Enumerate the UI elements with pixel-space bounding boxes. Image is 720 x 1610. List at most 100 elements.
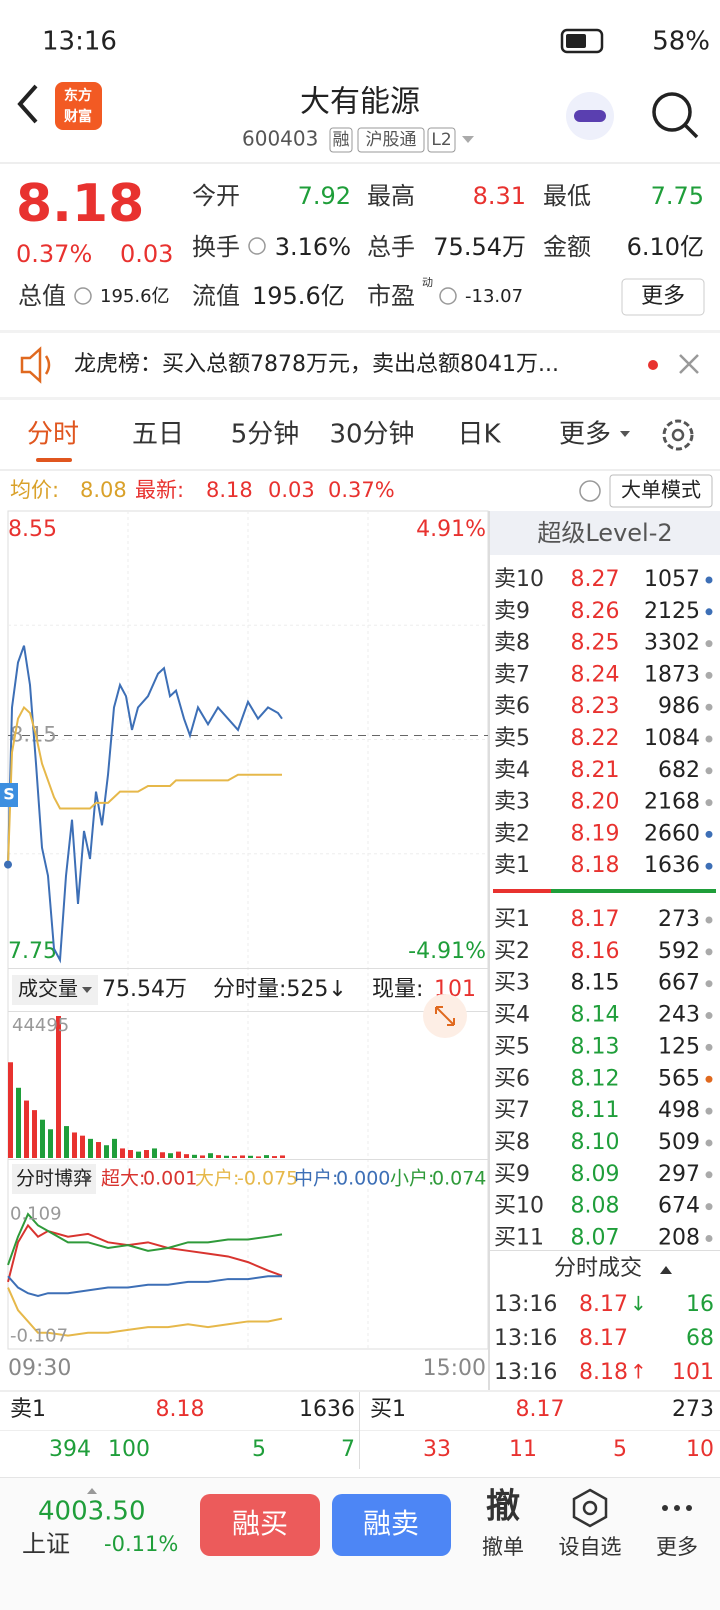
bq-volume: 273 — [672, 1397, 714, 1422]
stat-label: 总值 — [18, 282, 66, 310]
index-value[interactable]: 4003.50 — [38, 1497, 146, 1527]
book-price: 8.21 — [571, 758, 620, 783]
book-label: 卖6 — [494, 694, 530, 719]
volume-bar — [280, 1155, 285, 1158]
book-volume: 273 — [658, 907, 700, 932]
divider — [8, 968, 488, 969]
tab-arrow — [620, 431, 630, 437]
close-icon[interactable] — [679, 354, 699, 374]
book-dot — [705, 948, 713, 956]
legend-value: 0.074 — [432, 1168, 486, 1190]
book-split-green — [551, 889, 716, 893]
book-price: 8.08 — [571, 1194, 620, 1219]
info-icon — [74, 287, 92, 305]
stat-value: 6.10亿 — [627, 233, 704, 261]
trade-volume: 16 — [686, 1292, 714, 1317]
mode-button[interactable] — [609, 474, 713, 508]
tab[interactable]: 分时 — [27, 420, 79, 450]
volume-bar — [176, 1151, 181, 1158]
volume-bar — [216, 1155, 221, 1158]
stat-sup: 动 — [422, 276, 433, 289]
y-tick-label: 44495 — [12, 1015, 69, 1036]
book-price: 8.18 — [571, 853, 620, 878]
bq-detail: 11 — [509, 1437, 537, 1462]
book-dot — [705, 1107, 713, 1115]
info-icon — [248, 237, 266, 255]
volume-bar — [96, 1142, 101, 1158]
series-line — [7, 1275, 282, 1298]
notice-dot — [648, 360, 658, 370]
pct-label: -4.91% — [408, 939, 486, 964]
tab[interactable]: 更多 — [559, 420, 611, 450]
bq-label: 买1 — [370, 1397, 406, 1422]
trade-volume: 101 — [672, 1360, 714, 1385]
book-price: 8.10 — [571, 1130, 620, 1155]
panel-divider — [488, 511, 490, 1391]
notice-text[interactable]: 龙虎榜：买入总额7878万元，卖出总额8041万... — [74, 352, 559, 377]
volume-selector[interactable] — [12, 975, 98, 1005]
trade-time: 13:16 — [494, 1360, 557, 1385]
y-tick-label: 7.75 — [8, 939, 57, 964]
book-volume: 1873 — [644, 662, 700, 687]
nav-label[interactable]: 撤单 — [482, 1535, 524, 1559]
book-price: 8.07 — [571, 1226, 620, 1251]
notice-bottom — [0, 397, 720, 400]
tab[interactable]: 日K — [457, 420, 501, 450]
search-icon[interactable] — [652, 92, 692, 132]
book-volume: 674 — [658, 1194, 700, 1219]
back-button[interactable] — [17, 84, 38, 124]
book-price: 8.20 — [571, 790, 620, 815]
nav-label[interactable]: 更多 — [656, 1535, 698, 1559]
volume-bar — [208, 1153, 213, 1158]
flow-selector[interactable] — [12, 1164, 96, 1194]
book-dot — [705, 608, 713, 616]
book-volume: 2660 — [644, 821, 700, 846]
volume-bar — [48, 1129, 53, 1158]
help-icon[interactable] — [579, 480, 601, 502]
book-dot — [705, 862, 713, 870]
robot-eyes — [574, 110, 606, 122]
book-price: 8.15 — [571, 971, 620, 996]
search-handle — [683, 123, 699, 139]
buy-button[interactable] — [200, 1494, 320, 1556]
nav-label[interactable]: 设自选 — [559, 1535, 622, 1559]
book-volume: 667 — [658, 971, 700, 996]
book-label: 买6 — [494, 1066, 530, 1091]
book-volume: 1057 — [644, 567, 700, 592]
book-volume: 509 — [658, 1130, 700, 1155]
book-label: 卖8 — [494, 631, 530, 656]
settings-hub — [671, 428, 685, 442]
volume-bar — [168, 1153, 173, 1158]
volume-bar — [224, 1155, 229, 1158]
book-label: 卖2 — [494, 821, 530, 846]
tab[interactable]: 30分钟 — [329, 420, 414, 450]
volume-bar — [240, 1155, 245, 1158]
tab[interactable]: 5分钟 — [231, 420, 300, 450]
stat-value: 195.6亿 — [252, 282, 345, 310]
more-button[interactable] — [621, 278, 705, 316]
stat-value: 75.54万 — [433, 233, 526, 261]
stat-label: 最高 — [367, 182, 415, 210]
book-price: 8.17 — [571, 907, 620, 932]
book-dot — [705, 1139, 713, 1147]
volume-bar — [272, 1156, 277, 1158]
y-tick-label: -0.107 — [10, 1326, 68, 1347]
stat-label: 最低 — [543, 182, 591, 210]
book-dot — [705, 1171, 713, 1179]
stat-value: 7.75 — [651, 182, 704, 210]
book-price: 8.27 — [571, 567, 620, 592]
selector-arrow — [82, 1176, 92, 1182]
volume-bar — [128, 1150, 133, 1158]
y-tick-label: 0.109 — [10, 1204, 62, 1225]
book-price: 8.12 — [571, 1066, 620, 1091]
tab[interactable]: 五日 — [132, 420, 184, 450]
x-tick-label: 09:30 — [8, 1356, 71, 1381]
book-dot — [705, 1012, 713, 1020]
volume-bar — [24, 1100, 29, 1158]
legend-name: 大户: — [195, 1168, 239, 1190]
volume-bar — [256, 1156, 261, 1158]
bq-detail: 5 — [252, 1437, 266, 1462]
sell-button[interactable] — [332, 1494, 451, 1556]
settings-icon[interactable] — [662, 419, 694, 451]
series-line — [7, 1212, 283, 1266]
